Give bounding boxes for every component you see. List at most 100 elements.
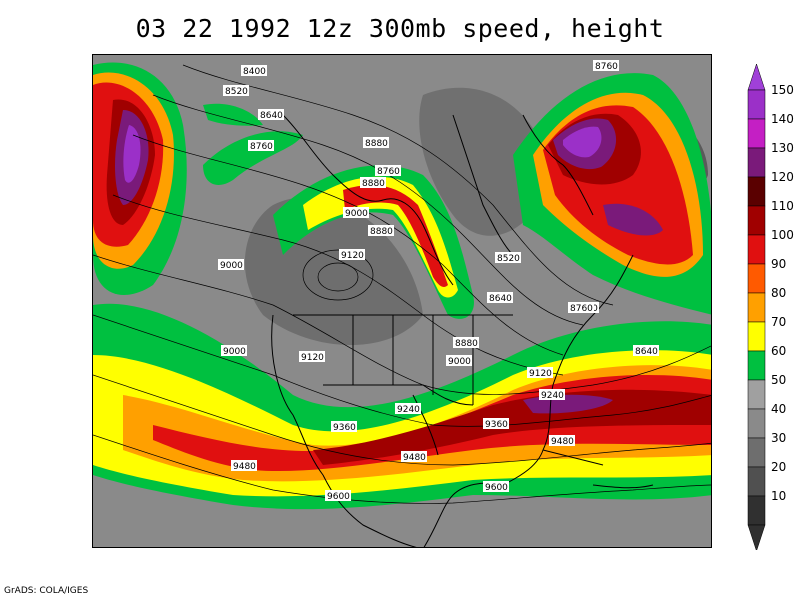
height-label: 8880 [360,177,386,189]
colorbar-segment [747,118,766,149]
wind-shading [93,62,711,510]
height-label-text: 9480 [551,437,574,447]
colorbar-label: 150 [771,83,794,97]
height-label: 8640 [258,109,284,121]
colorbar-label: 20 [771,460,786,474]
colorbar-label: 50 [771,373,786,387]
height-label-text: 8880 [455,339,478,349]
height-label: 8400 [241,65,267,77]
height-label: 8760 [593,60,619,72]
height-label: 8760 [248,140,274,152]
height-label-text: 8760 [595,62,618,72]
coastlines [271,114,654,547]
colorbar-label: 10 [771,489,786,503]
colorbar-label: 120 [771,170,794,184]
height-label: 8880 [368,225,394,237]
height-label-text: 8760 [250,142,273,152]
height-label-text: 9240 [541,391,564,401]
colorbar-label: 100 [771,228,794,242]
height-label-text: 8400 [243,67,266,77]
height-label-text: 8520 [497,254,520,264]
height-label-text: 9480 [233,462,256,472]
colorbar-segment [747,205,766,236]
height-label: 9000 [446,355,472,367]
colorbar-label: 30 [771,431,786,445]
height-label-text: 9000 [345,209,368,219]
height-label: 9360 [483,418,509,430]
colorbar-segment [747,321,766,352]
height-label: 9480 [231,460,257,472]
height-label-text: 9120 [301,353,324,363]
height-label: 8520 [223,85,249,97]
height-label: 9000 [343,207,369,219]
colorbar-label: 80 [771,286,786,300]
height-label: 8760 [568,302,594,314]
height-label: 9000 [218,259,244,271]
colorbar-segment [747,263,766,294]
height-label: 9360 [331,421,357,433]
height-label-text: 8520 [225,87,248,97]
map-panel: 8400 8520 8640 8760 8880 9000 9000 9120 8520 8640… [92,54,712,548]
height-label: 9120 [339,249,365,261]
height-label: 9240 [395,403,421,415]
height-label-text: 9000 [220,261,243,271]
height-label: 8880 [453,337,479,349]
height-label: 8880 [363,137,389,149]
colorbar-label: 70 [771,315,786,329]
height-label-text: 9600 [327,492,350,502]
height-label-text: 8760 [570,304,593,314]
colorbar-label: 140 [771,112,794,126]
height-label-text: 9000 [223,347,246,357]
color-bar: 150 140 130 120 110 100 90 80 70 60 50 40 30 20 10 [747,63,794,550]
height-label: 9600 [483,481,509,493]
height-label-text: 8640 [260,111,283,121]
colorbar-segment [747,89,766,120]
colorbar-label: 110 [771,199,794,213]
height-label-text: 8880 [365,139,388,149]
colorbar-label: 90 [771,257,786,271]
height-label: 9600 [325,490,351,502]
colorbar-segment [747,495,766,526]
map-title: 03 22 1992 12z 300mb speed, height [135,14,665,43]
height-label-text: 8880 [370,227,393,237]
height-label: 9120 [299,351,325,363]
height-label-text: 8880 [362,179,385,189]
height-label: 9240 [539,389,565,401]
height-label: 9480 [549,435,575,447]
colorbar-segment [747,234,766,265]
colorbar-top-arrow [747,63,766,91]
height-label-text: 9600 [485,483,508,493]
height-label-text: 9240 [397,405,420,415]
colorbar-segment [747,147,766,178]
height-label-text: 8640 [635,347,658,357]
height-label: 9000 [221,345,247,357]
colorbar-label: 40 [771,402,786,416]
colorbar-segment [747,292,766,323]
height-label-text: 9120 [529,369,552,379]
height-label: 8640 [487,292,513,304]
height-label: 9120 [527,367,553,379]
colorbar-label: 130 [771,141,794,155]
colorbar-segment [747,408,766,439]
grads-credit: GrADS: COLA/IGES [4,586,89,596]
colorbar-label: 60 [771,344,786,358]
height-label: 8640 [633,345,659,357]
height-label-text: 9360 [333,423,356,433]
height-label-text: 9480 [403,453,426,463]
height-label-text: 9360 [485,420,508,430]
colorbar-segment [747,466,766,497]
height-label: 8520 [495,252,521,264]
height-label: 8760 [375,165,401,177]
colorbar-segment [747,379,766,410]
height-label-text: 8640 [489,294,512,304]
colorbar-segment [747,176,766,207]
colorbar-bottom-arrow [747,524,766,550]
colorbar-segment [747,350,766,381]
colorbar-segment [747,437,766,468]
height-label-text: 9000 [448,357,471,367]
height-label-text: 9120 [341,251,364,261]
height-label-text: 8760 [377,167,400,177]
height-label: 9480 [401,451,427,463]
